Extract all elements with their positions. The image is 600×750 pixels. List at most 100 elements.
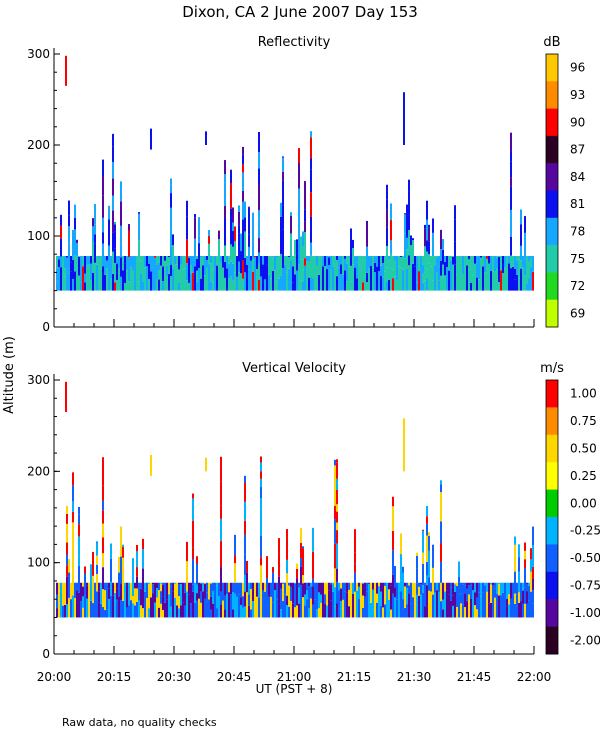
velocity-echo-cell	[410, 582, 412, 604]
reflectivity-colorbar-swatch	[546, 108, 558, 137]
reflectivity-echo-cell	[474, 256, 476, 264]
velocity-echo-cell	[382, 607, 384, 618]
velocity-echo-cell	[344, 582, 346, 592]
velocity-echo-cell	[336, 478, 338, 490]
reflectivity-echo-cell	[486, 256, 488, 259]
velocity-echo-cell	[524, 568, 526, 588]
velocity-echo-cell	[460, 582, 462, 594]
reflectivity-echo-cell	[254, 256, 256, 273]
velocity-echo-cell	[136, 576, 138, 589]
velocity-echo-cell	[250, 599, 252, 610]
velocity-echo-cell	[232, 582, 234, 593]
velocity-colorbar-swatch	[546, 489, 558, 518]
reflectivity-echo-cell	[134, 256, 136, 271]
reflectivity-echo-cell	[412, 238, 414, 241]
reflectivity-echo-cell	[176, 264, 178, 291]
reflectivity-echo-cell	[478, 256, 480, 258]
reflectivity-echo-cell	[162, 256, 164, 267]
reflectivity-echo-cell	[340, 274, 342, 291]
reflectivity-echo-cell	[124, 263, 126, 284]
velocity-echo-cell	[506, 606, 508, 618]
velocity-echo-cell	[384, 604, 386, 618]
velocity-echo-cell	[276, 599, 278, 618]
velocity-echo-cell	[532, 603, 534, 618]
reflectivity-echo-cell	[390, 220, 392, 241]
velocity-echo-cell	[252, 601, 254, 618]
velocity-echo-cell	[392, 496, 394, 507]
reflectivity-echo-cell	[102, 243, 104, 267]
velocity-echo-cell	[122, 584, 124, 601]
reflectivity-echo-cell	[488, 256, 490, 264]
reflectivity-echo-cell	[172, 245, 174, 269]
velocity-echo-cell	[164, 602, 166, 618]
velocity-colorbar-label: -1.00	[570, 606, 600, 620]
velocity-echo-cell	[404, 582, 406, 587]
velocity-echo-cell	[524, 550, 526, 560]
reflectivity-echo-cell	[158, 270, 160, 280]
velocity-echo-cell	[438, 582, 440, 592]
reflectivity-echo-cell	[230, 171, 232, 183]
velocity-echo-cell	[226, 582, 228, 595]
velocity-echo-cell	[112, 595, 114, 618]
velocity-echo-cell	[452, 605, 454, 618]
velocity-echo-cell	[388, 589, 390, 600]
reflectivity-echo-cell	[498, 256, 500, 258]
velocity-echo-cell	[206, 601, 208, 618]
velocity-echo-cell	[220, 591, 222, 605]
reflectivity-echo-cell	[528, 256, 530, 261]
reflectivity-echo-cell	[182, 256, 184, 270]
velocity-echo-cell	[110, 543, 112, 559]
velocity-echo-cell	[178, 582, 180, 585]
velocity-echo-cell	[134, 605, 136, 618]
velocity-echo-cell	[308, 582, 310, 587]
reflectivity-echo-cell	[498, 282, 500, 291]
reflectivity-echo-cell	[322, 266, 324, 291]
reflectivity-echo-cell	[120, 181, 122, 202]
reflectivity-echo-cell	[84, 273, 86, 283]
velocity-echo-cell	[138, 582, 140, 601]
reflectivity-echo-cell	[242, 260, 244, 279]
reflectivity-echo-cell	[432, 280, 434, 291]
reflectivity-echo-cell	[114, 282, 116, 291]
reflectivity-echo-cell	[404, 213, 406, 234]
velocity-echo-cell	[398, 595, 400, 618]
reflectivity-echo-cell	[238, 233, 240, 247]
velocity-echo-cell	[478, 592, 480, 618]
velocity-echo-cell	[102, 553, 104, 568]
velocity-echo-cell	[86, 598, 88, 618]
velocity-echo-cell	[330, 582, 332, 585]
reflectivity-echo-cell	[92, 226, 94, 242]
reflectivity-echo-cell	[74, 204, 76, 218]
reflectivity-echo-cell	[454, 264, 456, 291]
reflectivity-echo-cell	[422, 282, 424, 291]
velocity-echo-cell	[416, 555, 418, 569]
reflectivity-echo-cell	[60, 238, 62, 257]
reflectivity-echo-cell	[282, 171, 284, 181]
velocity-colorbar-label: 0.50	[570, 442, 597, 456]
velocity-echo-cell	[532, 590, 534, 604]
velocity-echo-cell	[514, 571, 516, 594]
reflectivity-echo-cell	[120, 243, 122, 258]
reflectivity-echo-cell	[302, 269, 304, 283]
reflectivity-echo-cell	[100, 256, 102, 269]
velocity-echo-cell	[186, 541, 188, 562]
velocity-echo-cell	[482, 592, 484, 618]
velocity-echo-cell	[112, 582, 114, 596]
velocity-echo-cell	[106, 584, 108, 610]
velocity-echo-cell	[302, 610, 304, 618]
velocity-echo-cell	[402, 599, 404, 609]
reflectivity-echo-cell	[442, 264, 444, 278]
velocity-echo-cell	[532, 545, 534, 567]
reflectivity-echo-cell	[260, 276, 262, 291]
reflectivity-echo-cell	[280, 275, 282, 291]
velocity-echo-cell	[324, 594, 326, 604]
reflectivity-echo-cell	[208, 264, 210, 291]
reflectivity-colorbar-frame	[545, 53, 559, 328]
velocity-echo-cell	[376, 582, 378, 594]
velocity-echo-cell	[240, 597, 242, 605]
velocity-colorbar: m/s 1.000.750.500.250.00-0.25-0.50-0.75-…	[540, 361, 600, 655]
reflectivity-echo-cell	[112, 273, 114, 291]
reflectivity-echo-cell	[68, 215, 70, 227]
velocity-echo-cell	[490, 584, 492, 603]
